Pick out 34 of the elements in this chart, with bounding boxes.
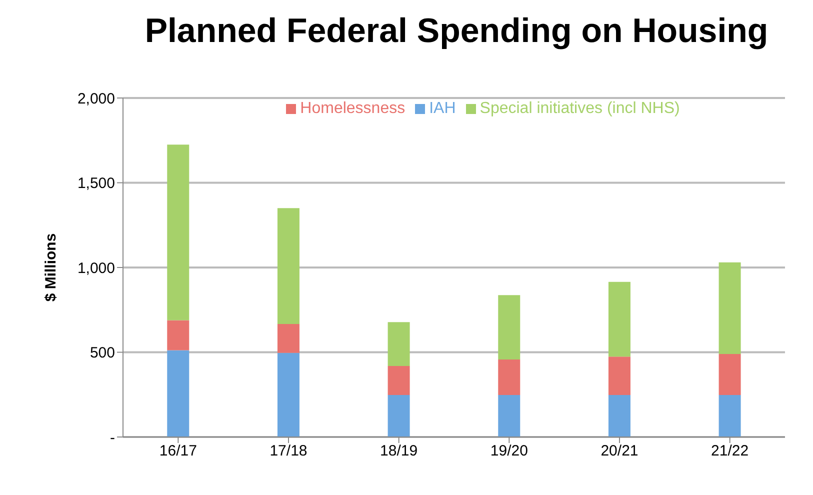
bar — [718, 354, 741, 395]
x-tick-label: 16/17 — [159, 442, 197, 460]
legend-label: Homelessness — [300, 100, 406, 117]
bar — [608, 394, 630, 437]
bar — [167, 350, 190, 437]
y-axis-title: $ Millions — [42, 233, 60, 302]
bar — [277, 352, 300, 437]
chart-title: Planned Federal Spending on Housing — [144, 12, 770, 51]
x-tick-label: 21/22 — [711, 442, 749, 460]
legend-label: Special initiatives (incl NHS) — [480, 100, 680, 117]
y-tick-label: 500 — [90, 344, 115, 362]
y-tick-label: - — [110, 429, 115, 446]
x-tick-label: 17/18 — [270, 442, 308, 460]
bar — [277, 324, 300, 353]
bar — [388, 394, 410, 437]
bar — [718, 394, 741, 437]
x-tick-label: 18/19 — [380, 442, 418, 460]
legend-label: IAH — [429, 100, 456, 117]
bar — [167, 144, 190, 320]
bar — [277, 208, 300, 324]
x-tick-label: 19/20 — [490, 442, 528, 460]
bar — [718, 262, 741, 354]
y-tick-label: 1,000 — [77, 260, 115, 277]
bar — [388, 322, 410, 366]
y-tick-label: 1,500 — [77, 175, 115, 192]
bar — [167, 320, 190, 350]
y-tick-label: 2,000 — [77, 90, 115, 108]
bar — [498, 295, 520, 360]
bar — [498, 360, 520, 395]
bar — [608, 356, 630, 395]
x-tick-label: 20/21 — [600, 442, 638, 460]
bar — [498, 394, 520, 437]
bar — [388, 366, 410, 395]
bar — [608, 282, 630, 357]
